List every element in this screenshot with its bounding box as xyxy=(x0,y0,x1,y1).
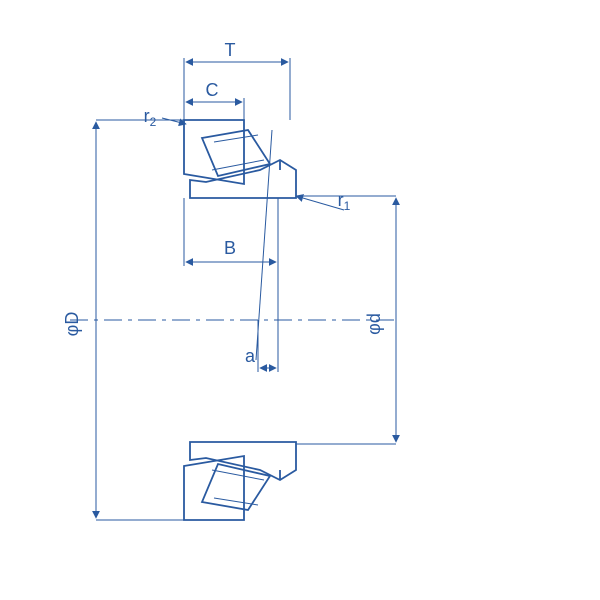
outer-race-top xyxy=(184,120,244,184)
leader-r2 xyxy=(162,118,186,124)
label-T: T xyxy=(225,40,236,60)
outer-race-bottom xyxy=(184,456,244,520)
label-phiD: φD xyxy=(62,312,82,337)
label-C: C xyxy=(206,80,219,100)
label-r1: r1 xyxy=(338,190,351,213)
label-r2: r2 xyxy=(144,106,157,129)
label-phid: φd xyxy=(364,313,384,335)
label-B: B xyxy=(224,238,236,258)
label-a: a xyxy=(245,346,256,366)
bearing-cross-section-diagram: TC Ba r1 r2 φD φd xyxy=(0,0,600,600)
